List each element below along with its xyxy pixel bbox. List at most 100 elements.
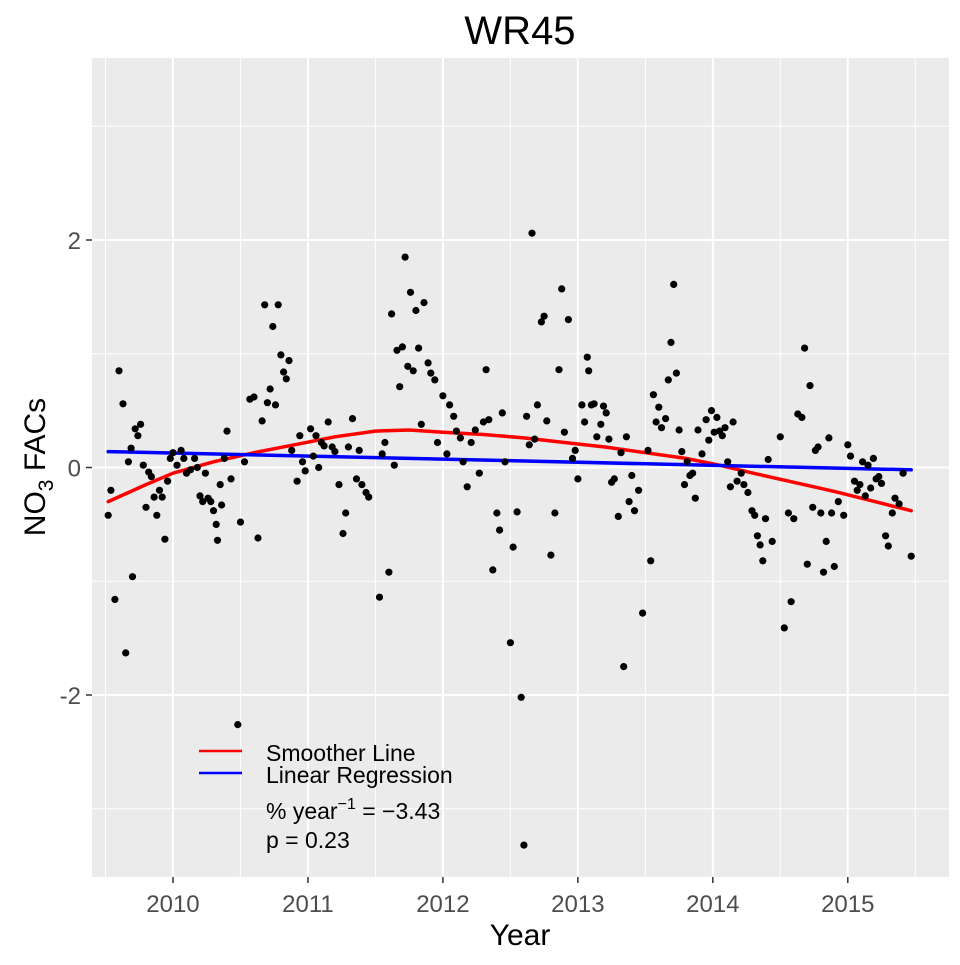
data-point [406, 288, 415, 296]
data-point [482, 366, 490, 374]
data-point [439, 392, 447, 400]
x-tick-label: 2011 [282, 891, 334, 918]
data-point [713, 413, 721, 421]
data-point [358, 481, 366, 489]
data-point [630, 507, 639, 515]
data-point [877, 479, 886, 487]
data-point [186, 466, 195, 474]
data-point [819, 568, 828, 576]
y-axis-label-subscript: 3 [35, 480, 58, 492]
data-point [431, 376, 439, 384]
data-point [339, 529, 347, 538]
data-point [558, 285, 566, 293]
y-axis-label: NO3 FACs [19, 398, 58, 536]
data-point [115, 367, 123, 375]
data-point [764, 455, 772, 464]
data-point [153, 511, 161, 519]
data-point [560, 428, 569, 436]
data-point [540, 312, 548, 320]
y-tick-label: 2 [68, 228, 81, 255]
data-point [348, 415, 357, 423]
data-point [585, 367, 593, 375]
data-point [768, 537, 776, 546]
data-point [282, 375, 290, 383]
data-point [309, 452, 317, 460]
data-point [664, 376, 672, 384]
data-point [240, 458, 249, 466]
data-point [288, 446, 296, 454]
data-point [139, 461, 147, 469]
data-point [670, 280, 678, 288]
data-point [602, 409, 610, 417]
data-point [390, 461, 398, 469]
data-point [551, 509, 559, 517]
x-tick-label: 2013 [551, 891, 604, 918]
data-point [498, 409, 506, 417]
data-point [234, 721, 242, 729]
data-point [891, 494, 899, 502]
data-point [537, 318, 546, 326]
data-point [236, 518, 245, 526]
data-point [293, 477, 301, 485]
data-point [381, 438, 389, 447]
data-point [610, 475, 618, 483]
data-point [196, 492, 204, 500]
data-point [396, 383, 404, 391]
data-point [401, 253, 409, 261]
data-point [258, 417, 266, 425]
data-point [649, 391, 658, 399]
data-point [683, 458, 691, 466]
data-point [724, 458, 732, 466]
data-point [840, 511, 848, 519]
point-layer [104, 229, 915, 849]
data-point [729, 418, 737, 426]
legend-annotation-slope: % year−1 = −3.43 [266, 796, 440, 824]
smoother-line [106, 428, 913, 513]
data-point [164, 477, 172, 485]
data-point [489, 566, 497, 574]
data-point [342, 509, 350, 517]
data-point [525, 441, 533, 449]
data-point [528, 229, 536, 237]
data-point [809, 503, 817, 511]
data-point [393, 346, 401, 354]
data-point [298, 458, 307, 466]
data-point [899, 469, 907, 477]
data-point [680, 481, 689, 489]
data-point [583, 353, 591, 361]
data-point [574, 475, 582, 483]
x-tick-label: 2010 [146, 891, 199, 918]
grid-layer [92, 58, 949, 877]
data-point [814, 443, 822, 451]
data-point [689, 469, 697, 477]
data-point [315, 463, 323, 472]
data-point [798, 413, 806, 421]
data-point [301, 467, 309, 475]
data-point [675, 426, 683, 434]
data-point [776, 433, 784, 441]
data-point [761, 515, 770, 523]
data-point [385, 568, 393, 576]
data-point [825, 434, 833, 442]
data-point [614, 512, 622, 521]
data-point [404, 362, 412, 370]
data-point [111, 595, 119, 604]
data-point [443, 450, 451, 458]
data-point [710, 428, 718, 436]
legend-label-smoother: Smoother Line [266, 740, 416, 766]
data-point [335, 481, 343, 489]
data-point [806, 382, 814, 390]
data-point [517, 693, 525, 701]
data-point [173, 461, 181, 469]
data-point [506, 639, 514, 647]
data-point [420, 299, 428, 307]
data-point [193, 463, 201, 472]
data-point [753, 532, 762, 540]
data-point [119, 400, 127, 408]
data-point [721, 424, 729, 432]
data-point [678, 448, 686, 456]
data-point [599, 402, 608, 410]
data-point [365, 493, 373, 501]
data-point [859, 458, 867, 466]
